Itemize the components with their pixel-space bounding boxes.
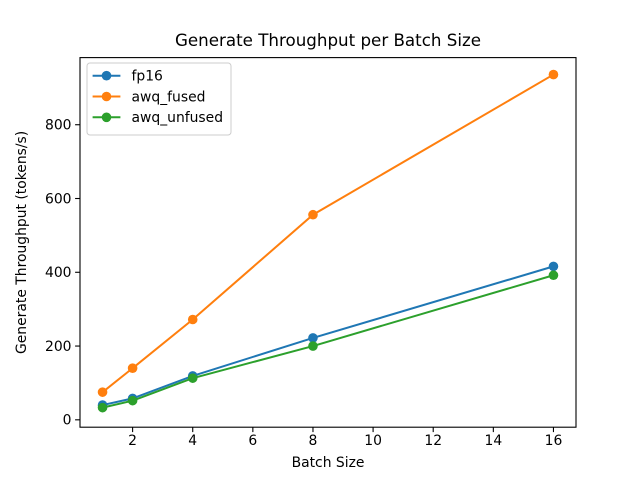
series-marker-awq_unfused — [548, 270, 559, 281]
x-tick-label: 2 — [128, 433, 137, 449]
series-marker-fp16 — [548, 261, 559, 272]
x-tick-label: 8 — [309, 433, 318, 449]
x-tick-label: 10 — [364, 433, 382, 449]
series-marker-awq_fused — [548, 69, 559, 80]
y-tick-label: 200 — [45, 339, 72, 355]
series-marker-awq_fused — [127, 363, 138, 373]
legend-label-awq_unfused: awq_unfused — [132, 110, 224, 126]
x-tick-label: 14 — [484, 433, 502, 449]
y-axis-label: Generate Throughput (tokens/s) — [14, 131, 30, 354]
y-tick-label: 800 — [45, 118, 72, 134]
y-tick-label: 600 — [45, 191, 72, 207]
series-marker-awq_fused — [308, 209, 318, 220]
x-tick-label: 6 — [248, 433, 257, 449]
legend-marker-fp16 — [101, 70, 112, 81]
series-marker-awq_fused — [97, 387, 108, 397]
x-tick-label: 4 — [188, 433, 197, 449]
y-tick-label: 0 — [63, 413, 72, 429]
series-marker-awq_fused — [187, 314, 198, 325]
series-marker-awq_unfused — [187, 373, 198, 383]
series-marker-awq_unfused — [308, 341, 318, 351]
x-axis-label: Batch Size — [292, 455, 365, 471]
chart-title: Generate Throughput per Batch Size — [175, 30, 481, 50]
x-tick-label: 12 — [424, 433, 442, 449]
series-marker-awq_unfused — [127, 395, 138, 406]
series-marker-fp16 — [308, 333, 318, 343]
legend-label-awq_fused: awq_fused — [132, 89, 206, 105]
legend-marker-awq_unfused — [101, 112, 112, 123]
axes-frame — [79, 57, 577, 428]
series-marker-awq_unfused — [97, 402, 108, 413]
legend-box — [86, 62, 232, 136]
y-tick-label: 400 — [45, 265, 72, 281]
x-tick-label: 16 — [545, 433, 563, 449]
legend-marker-awq_fused — [101, 91, 112, 102]
plot-layer: 0 200 400 600 800 2 4 6 8 10 12 14 16 fp16 awq_fusedaw… — [45, 57, 577, 449]
legend-label-fp16: fp16 — [132, 69, 163, 85]
